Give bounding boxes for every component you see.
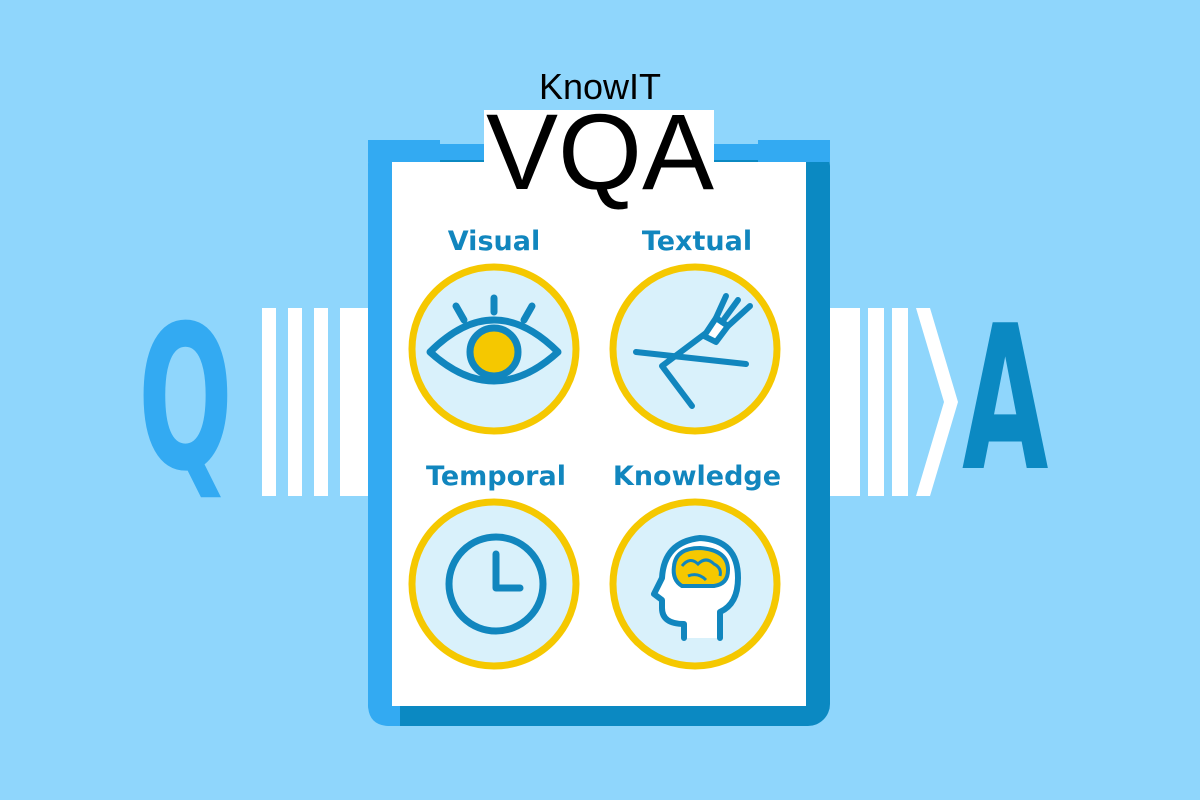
brain-head-icon bbox=[609, 498, 781, 670]
stripe bbox=[830, 308, 860, 496]
input-stripes bbox=[262, 308, 368, 496]
stripe bbox=[288, 308, 302, 496]
category-label-temporal: Temporal bbox=[426, 461, 566, 492]
output-stripes bbox=[830, 308, 958, 496]
stripe bbox=[340, 308, 368, 496]
output-letter: A bbox=[962, 283, 1049, 516]
clipboard-tab-left bbox=[368, 140, 440, 162]
stripe bbox=[868, 308, 884, 496]
clock-icon bbox=[408, 498, 580, 670]
arrow-head-icon bbox=[916, 308, 958, 496]
category-label-textual: Textual bbox=[641, 226, 753, 257]
eye-icon bbox=[408, 263, 580, 435]
title-line-2: VQA bbox=[485, 91, 715, 212]
input-letter: Q bbox=[138, 283, 233, 516]
stripe bbox=[262, 308, 276, 496]
clipboard-title-plate bbox=[484, 110, 714, 162]
category-label-visual: Visual bbox=[447, 226, 541, 257]
clipboard-tab-right bbox=[758, 140, 830, 162]
stripe bbox=[892, 308, 908, 496]
title-line-1: KnowIT bbox=[538, 66, 662, 107]
pen-icon bbox=[609, 263, 781, 435]
category-label-knowledge: Knowledge bbox=[612, 461, 782, 492]
stripe bbox=[314, 308, 328, 496]
